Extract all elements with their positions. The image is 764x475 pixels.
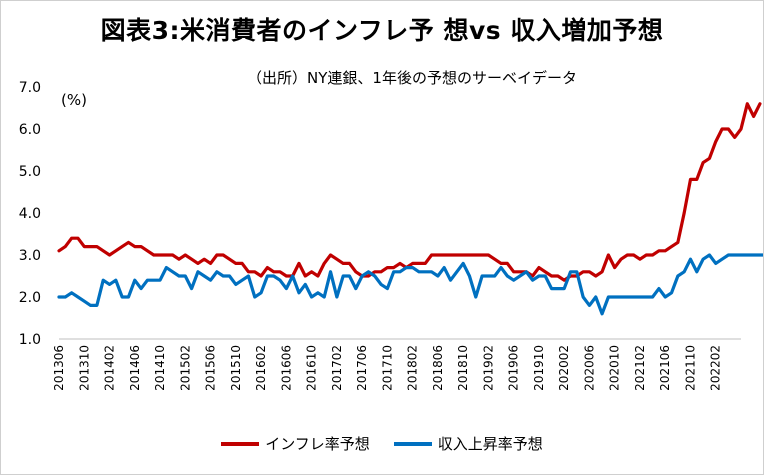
- x-tick-label: 201602: [254, 345, 268, 391]
- x-tick-label: 201506: [204, 345, 218, 391]
- x-tick-label: 201406: [128, 345, 142, 391]
- y-unit-label: (%): [61, 91, 87, 109]
- x-tick-label: 201410: [153, 345, 167, 391]
- legend-item-inflation: インフレ率予想: [221, 433, 370, 454]
- x-tick-label: 201910: [532, 345, 546, 391]
- y-axis-ticks: 1.0 2.0 3.0 4.0 5.0 6.0 7.0: [19, 80, 41, 348]
- y-tick-label: 7.0: [19, 80, 41, 96]
- x-tick-label: 202202: [709, 345, 723, 391]
- x-tick-label: 201810: [456, 345, 470, 391]
- legend-swatch-income: [393, 441, 432, 446]
- series-line-inflation: [57, 102, 762, 282]
- x-tick-label: 201610: [305, 345, 319, 391]
- y-tick-label: 3.0: [19, 248, 41, 264]
- y-tick-label: 2.0: [19, 290, 41, 306]
- chart-subtitle: （出所）NY連銀、1年後の予想のサーベイデータ: [247, 69, 577, 87]
- x-tick-label: 201902: [481, 345, 495, 391]
- x-tick-label: 201606: [279, 345, 293, 391]
- legend-item-income: 収入上昇率予想: [393, 433, 543, 454]
- x-tick-label: 201310: [77, 345, 91, 391]
- series-line-income: [57, 253, 763, 316]
- x-tick-label: 202006: [582, 345, 596, 391]
- x-tick-label: 202110: [683, 345, 697, 391]
- x-tick-label: 201802: [406, 345, 420, 391]
- x-tick-label: 202102: [633, 345, 647, 391]
- x-tick-label: 201806: [431, 345, 445, 391]
- x-axis-ticks: 201306 201310 201402 201406 201410 201502 2015…: [52, 345, 723, 391]
- chart-legend: インフレ率予想 収入上昇率予想: [1, 433, 763, 454]
- chart-title: 図表3:米消費者のインフレ予 想vs 収入増加予想: [100, 16, 664, 45]
- chart-series: [57, 102, 763, 316]
- x-tick-label: 202002: [557, 345, 571, 391]
- x-tick-label: 201402: [103, 345, 117, 391]
- y-tick-label: 5.0: [19, 164, 41, 180]
- x-tick-label: 202106: [658, 345, 672, 391]
- x-tick-label: 201706: [355, 345, 369, 391]
- legend-swatch-inflation: [221, 441, 260, 446]
- x-tick-label: 201306: [52, 345, 66, 391]
- y-tick-label: 6.0: [19, 122, 41, 138]
- x-tick-label: 201710: [380, 345, 394, 391]
- legend-label-inflation: インフレ率予想: [265, 435, 370, 453]
- x-tick-label: 201510: [229, 345, 243, 391]
- y-tick-label: 4.0: [19, 206, 41, 222]
- x-tick-label: 201702: [330, 345, 344, 391]
- x-tick-label: 201502: [178, 345, 192, 391]
- x-tick-label: 201906: [507, 345, 521, 391]
- y-tick-label: 1.0: [19, 332, 41, 348]
- legend-label-income: 収入上昇率予想: [437, 435, 543, 453]
- x-tick-label: 202010: [608, 345, 622, 391]
